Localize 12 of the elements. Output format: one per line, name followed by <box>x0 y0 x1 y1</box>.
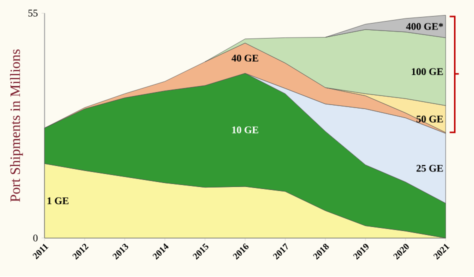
series-label: 100 GE <box>412 68 443 76</box>
series-label: 50 GE <box>416 116 443 123</box>
series-label: 1 GE <box>48 198 68 204</box>
y-axis-title: Port Shipments in Millions <box>10 50 23 202</box>
series-label: 10 GE <box>232 126 258 134</box>
series-label: 400 GE* <box>406 23 443 30</box>
y-tick-label: 0 <box>33 234 38 242</box>
series-label: 25 GE <box>416 165 443 172</box>
series-label: 40 GE <box>232 54 258 62</box>
y-tick-label: 55 <box>28 10 38 17</box>
x-tick-label: 2021 <box>433 244 450 260</box>
x-tick-label: 2011 <box>32 244 49 260</box>
